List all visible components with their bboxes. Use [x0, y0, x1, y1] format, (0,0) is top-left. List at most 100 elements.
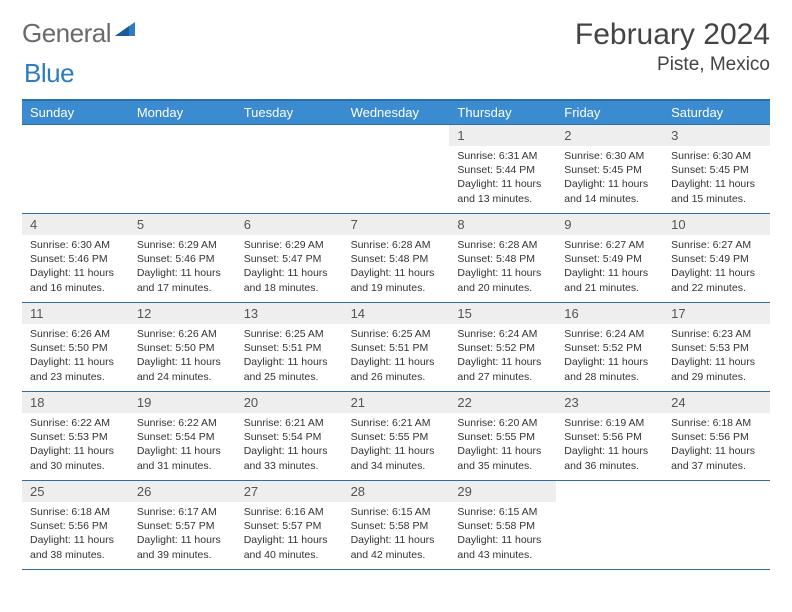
daylight-text: Daylight: 11 hours and 43 minutes.: [457, 533, 548, 561]
calendar-day-cell: 15Sunrise: 6:24 AMSunset: 5:52 PMDayligh…: [449, 303, 556, 391]
brand-part2: Blue: [24, 58, 74, 89]
sunrise-text: Sunrise: 6:15 AM: [351, 505, 442, 519]
daylight-text: Daylight: 11 hours and 33 minutes.: [244, 444, 335, 472]
sunset-text: Sunset: 5:45 PM: [564, 163, 655, 177]
sunrise-text: Sunrise: 6:17 AM: [137, 505, 228, 519]
calendar-day-cell: [129, 125, 236, 213]
brand-part1: General: [22, 18, 111, 49]
sunrise-text: Sunrise: 6:27 AM: [671, 238, 762, 252]
calendar-grid: Sunday Monday Tuesday Wednesday Thursday…: [22, 99, 770, 570]
calendar-week: 25Sunrise: 6:18 AMSunset: 5:56 PMDayligh…: [22, 481, 770, 570]
day-sun-info: Sunrise: 6:27 AMSunset: 5:49 PMDaylight:…: [663, 235, 770, 301]
day-number: 5: [129, 214, 236, 235]
sunset-text: Sunset: 5:50 PM: [30, 341, 121, 355]
sunrise-text: Sunrise: 6:19 AM: [564, 416, 655, 430]
day-number: 19: [129, 392, 236, 413]
sunset-text: Sunset: 5:56 PM: [30, 519, 121, 533]
sunrise-text: Sunrise: 6:30 AM: [564, 149, 655, 163]
day-number: 12: [129, 303, 236, 324]
sunset-text: Sunset: 5:51 PM: [351, 341, 442, 355]
day-sun-info: Sunrise: 6:16 AMSunset: 5:57 PMDaylight:…: [236, 502, 343, 568]
calendar-day-cell: 6Sunrise: 6:29 AMSunset: 5:47 PMDaylight…: [236, 214, 343, 302]
daylight-text: Daylight: 11 hours and 16 minutes.: [30, 266, 121, 294]
sunrise-text: Sunrise: 6:29 AM: [244, 238, 335, 252]
calendar-day-cell: [556, 481, 663, 569]
calendar-week: 1Sunrise: 6:31 AMSunset: 5:44 PMDaylight…: [22, 125, 770, 214]
sunset-text: Sunset: 5:55 PM: [457, 430, 548, 444]
sunset-text: Sunset: 5:57 PM: [137, 519, 228, 533]
calendar-day-cell: 4Sunrise: 6:30 AMSunset: 5:46 PMDaylight…: [22, 214, 129, 302]
day-number: 14: [343, 303, 450, 324]
day-number: 2: [556, 125, 663, 146]
daylight-text: Daylight: 11 hours and 37 minutes.: [671, 444, 762, 472]
sunset-text: Sunset: 5:58 PM: [351, 519, 442, 533]
calendar-day-cell: 19Sunrise: 6:22 AMSunset: 5:54 PMDayligh…: [129, 392, 236, 480]
calendar-week: 4Sunrise: 6:30 AMSunset: 5:46 PMDaylight…: [22, 214, 770, 303]
sunset-text: Sunset: 5:49 PM: [564, 252, 655, 266]
day-sun-info: Sunrise: 6:15 AMSunset: 5:58 PMDaylight:…: [343, 502, 450, 568]
calendar-day-cell: 17Sunrise: 6:23 AMSunset: 5:53 PMDayligh…: [663, 303, 770, 391]
weekday-header: Friday: [556, 101, 663, 124]
calendar-day-cell: 21Sunrise: 6:21 AMSunset: 5:55 PMDayligh…: [343, 392, 450, 480]
day-sun-info: Sunrise: 6:25 AMSunset: 5:51 PMDaylight:…: [236, 324, 343, 390]
sunrise-text: Sunrise: 6:24 AM: [457, 327, 548, 341]
calendar-day-cell: [663, 481, 770, 569]
day-number: 7: [343, 214, 450, 235]
sunset-text: Sunset: 5:44 PM: [457, 163, 548, 177]
day-sun-info: Sunrise: 6:30 AMSunset: 5:46 PMDaylight:…: [22, 235, 129, 301]
sunset-text: Sunset: 5:50 PM: [137, 341, 228, 355]
sunrise-text: Sunrise: 6:30 AM: [671, 149, 762, 163]
weekday-header-row: Sunday Monday Tuesday Wednesday Thursday…: [22, 99, 770, 125]
day-sun-info: Sunrise: 6:29 AMSunset: 5:47 PMDaylight:…: [236, 235, 343, 301]
sunset-text: Sunset: 5:56 PM: [564, 430, 655, 444]
day-number: 1: [449, 125, 556, 146]
day-sun-info: Sunrise: 6:27 AMSunset: 5:49 PMDaylight:…: [556, 235, 663, 301]
daylight-text: Daylight: 11 hours and 35 minutes.: [457, 444, 548, 472]
calendar-day-cell: 24Sunrise: 6:18 AMSunset: 5:56 PMDayligh…: [663, 392, 770, 480]
calendar-day-cell: 13Sunrise: 6:25 AMSunset: 5:51 PMDayligh…: [236, 303, 343, 391]
calendar-day-cell: 9Sunrise: 6:27 AMSunset: 5:49 PMDaylight…: [556, 214, 663, 302]
day-sun-info: Sunrise: 6:31 AMSunset: 5:44 PMDaylight:…: [449, 146, 556, 212]
calendar-day-cell: 10Sunrise: 6:27 AMSunset: 5:49 PMDayligh…: [663, 214, 770, 302]
calendar-day-cell: 11Sunrise: 6:26 AMSunset: 5:50 PMDayligh…: [22, 303, 129, 391]
day-number: 21: [343, 392, 450, 413]
sunrise-text: Sunrise: 6:29 AM: [137, 238, 228, 252]
sunrise-text: Sunrise: 6:22 AM: [137, 416, 228, 430]
daylight-text: Daylight: 11 hours and 19 minutes.: [351, 266, 442, 294]
day-number: 6: [236, 214, 343, 235]
weekday-header: Saturday: [663, 101, 770, 124]
day-number: 28: [343, 481, 450, 502]
daylight-text: Daylight: 11 hours and 31 minutes.: [137, 444, 228, 472]
calendar-day-cell: 22Sunrise: 6:20 AMSunset: 5:55 PMDayligh…: [449, 392, 556, 480]
day-sun-info: Sunrise: 6:22 AMSunset: 5:54 PMDaylight:…: [129, 413, 236, 479]
weeks-container: 1Sunrise: 6:31 AMSunset: 5:44 PMDaylight…: [22, 125, 770, 570]
day-sun-info: Sunrise: 6:18 AMSunset: 5:56 PMDaylight:…: [663, 413, 770, 479]
day-number: 16: [556, 303, 663, 324]
daylight-text: Daylight: 11 hours and 27 minutes.: [457, 355, 548, 383]
sunrise-text: Sunrise: 6:28 AM: [457, 238, 548, 252]
daylight-text: Daylight: 11 hours and 23 minutes.: [30, 355, 121, 383]
sunset-text: Sunset: 5:55 PM: [351, 430, 442, 444]
calendar-day-cell: 7Sunrise: 6:28 AMSunset: 5:48 PMDaylight…: [343, 214, 450, 302]
calendar-day-cell: 27Sunrise: 6:16 AMSunset: 5:57 PMDayligh…: [236, 481, 343, 569]
sunset-text: Sunset: 5:57 PM: [244, 519, 335, 533]
calendar-week: 18Sunrise: 6:22 AMSunset: 5:53 PMDayligh…: [22, 392, 770, 481]
calendar-day-cell: 28Sunrise: 6:15 AMSunset: 5:58 PMDayligh…: [343, 481, 450, 569]
sunset-text: Sunset: 5:53 PM: [30, 430, 121, 444]
day-sun-info: Sunrise: 6:25 AMSunset: 5:51 PMDaylight:…: [343, 324, 450, 390]
daylight-text: Daylight: 11 hours and 21 minutes.: [564, 266, 655, 294]
weekday-header: Thursday: [449, 101, 556, 124]
day-number: 26: [129, 481, 236, 502]
calendar-day-cell: 20Sunrise: 6:21 AMSunset: 5:54 PMDayligh…: [236, 392, 343, 480]
sunrise-text: Sunrise: 6:18 AM: [671, 416, 762, 430]
triangle-icon: [115, 20, 137, 43]
daylight-text: Daylight: 11 hours and 36 minutes.: [564, 444, 655, 472]
day-number: 15: [449, 303, 556, 324]
weekday-header: Sunday: [22, 101, 129, 124]
daylight-text: Daylight: 11 hours and 39 minutes.: [137, 533, 228, 561]
sunset-text: Sunset: 5:53 PM: [671, 341, 762, 355]
title-block: February 2024 Piste, Mexico: [575, 18, 770, 76]
sunrise-text: Sunrise: 6:25 AM: [244, 327, 335, 341]
sunrise-text: Sunrise: 6:22 AM: [30, 416, 121, 430]
sunset-text: Sunset: 5:46 PM: [137, 252, 228, 266]
